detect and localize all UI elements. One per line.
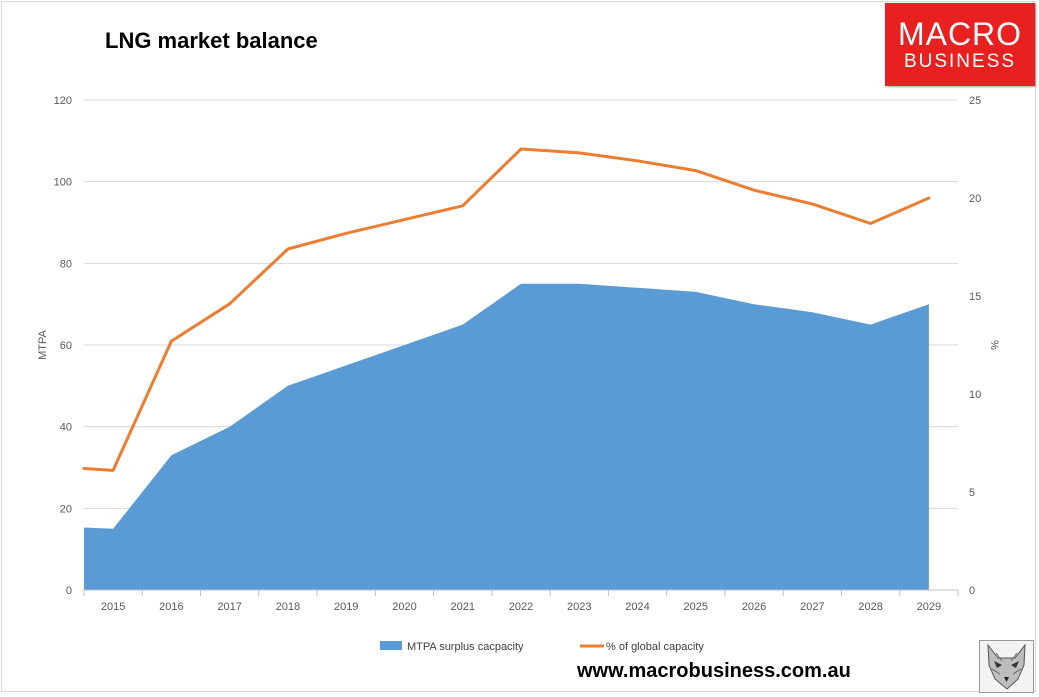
y-tick-80: 80 xyxy=(60,258,72,270)
x-tick-2027: 2027 xyxy=(800,601,824,613)
y-tick-60: 60 xyxy=(60,340,72,352)
x-tick-2016: 2016 xyxy=(159,601,183,613)
y-tick-20: 20 xyxy=(60,503,72,515)
x-tick-2023: 2023 xyxy=(567,601,591,613)
chart-title: LNG market balance xyxy=(105,28,318,53)
legend-swatch-area xyxy=(380,641,402,650)
line-series xyxy=(82,147,931,472)
line-pct-global-capacity xyxy=(82,147,931,472)
x-tick-2029: 2029 xyxy=(917,601,941,613)
y-tick-120: 120 xyxy=(54,95,72,107)
y2-tick-15: 15 xyxy=(969,291,981,303)
logo-line-1: MACRO xyxy=(897,16,1023,52)
x-tick-2026: 2026 xyxy=(742,601,766,613)
area-mtpa-surplus xyxy=(84,283,929,590)
macrobusiness-logo: MACRO BUSINESS xyxy=(885,3,1035,86)
y-axis-right-ticks: 0 5 10 15 20 25 xyxy=(969,95,981,597)
x-tick-2024: 2024 xyxy=(625,601,649,613)
y2-tick-25: 25 xyxy=(969,95,981,107)
y-tick-0: 0 xyxy=(66,585,72,597)
wolf-icon xyxy=(987,643,1026,690)
x-tick-2025: 2025 xyxy=(684,601,708,613)
legend-label-line: % of global capacity xyxy=(606,641,704,653)
x-tick-2019: 2019 xyxy=(334,601,358,613)
x-tick-2018: 2018 xyxy=(276,601,300,613)
legend-label-area: MTPA surplus cacpacity xyxy=(407,641,524,653)
y2-tick-20: 20 xyxy=(969,193,981,205)
legend: MTPA surplus cacpacity % of global capac… xyxy=(380,641,704,653)
x-tick-2022: 2022 xyxy=(509,601,533,613)
y-axis-left-label: MTPA xyxy=(37,329,49,359)
x-axis-ticks: 2015 2016 2017 2018 2019 2020 2021 2022 2023 2024… xyxy=(83,589,959,613)
area-series xyxy=(84,283,929,590)
website-url: www.macrobusiness.com.au xyxy=(577,660,851,682)
y-axis-left-ticks: 0 20 40 60 80 100 120 xyxy=(54,95,72,597)
y-tick-100: 100 xyxy=(54,177,72,189)
y2-tick-10: 10 xyxy=(969,389,981,401)
logo-line-2: BUSINESS xyxy=(903,51,1017,72)
x-tick-2015: 2015 xyxy=(101,601,125,613)
y2-tick-0: 0 xyxy=(969,585,975,597)
x-tick-2028: 2028 xyxy=(858,601,882,613)
wolf-logo-image xyxy=(979,640,1034,693)
y2-tick-5: 5 xyxy=(969,487,975,499)
x-tick-2017: 2017 xyxy=(217,601,241,613)
x-tick-2020: 2020 xyxy=(392,601,416,613)
y-tick-40: 40 xyxy=(60,422,72,434)
y-axis-right-label: % xyxy=(988,340,1000,350)
x-tick-2021: 2021 xyxy=(450,601,474,613)
